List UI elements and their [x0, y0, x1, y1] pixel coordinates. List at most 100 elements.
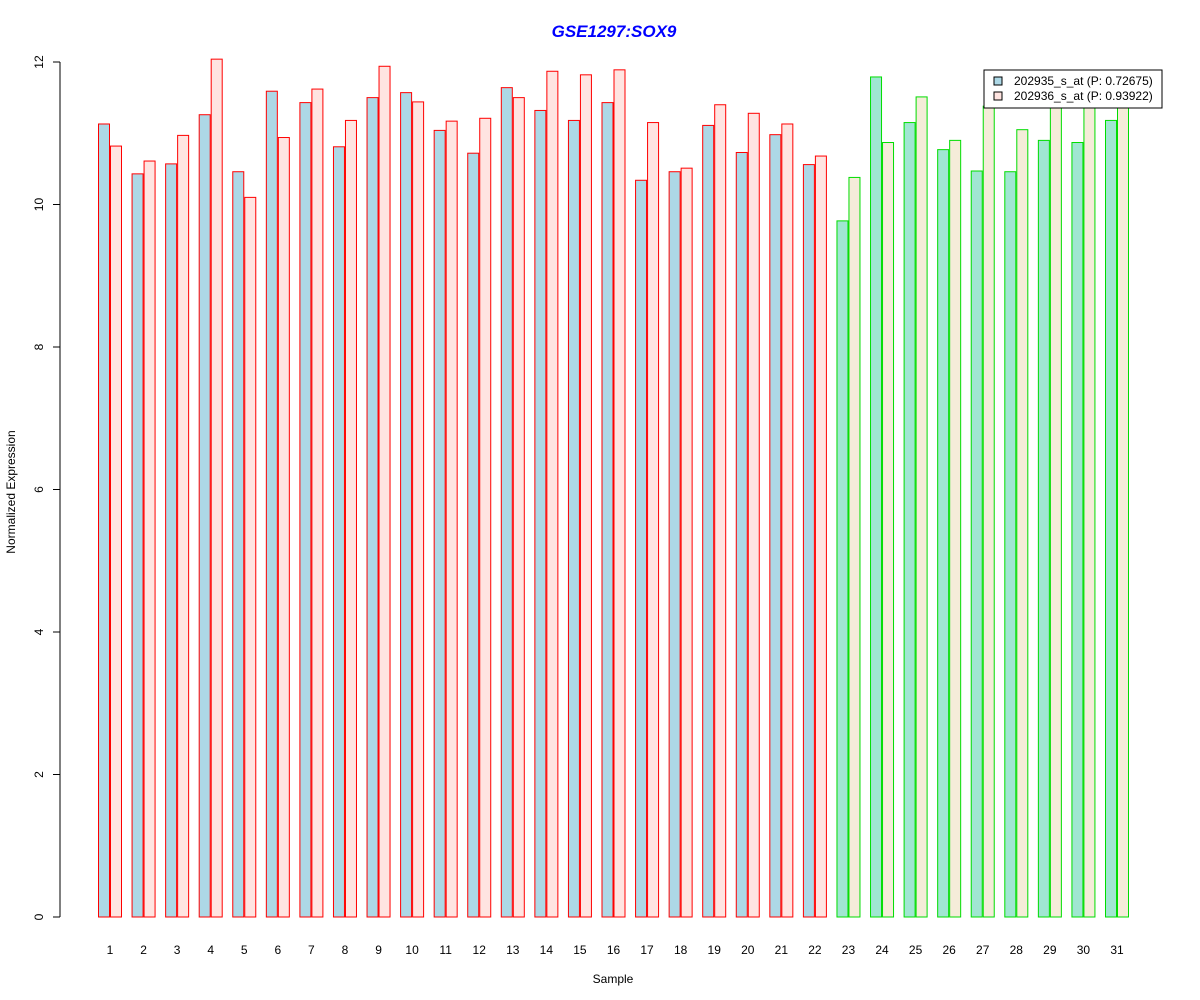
bar-series-2	[177, 134, 190, 918]
bar-series-1	[970, 170, 983, 918]
bar-series-2	[311, 88, 324, 918]
bar-series-2	[512, 97, 525, 918]
x-tick-label: 28	[1010, 943, 1024, 957]
bar-series-2	[1083, 105, 1096, 918]
x-tick-label: 22	[808, 943, 822, 957]
x-tick-label: 31	[1110, 943, 1124, 957]
bar-series-2	[344, 119, 357, 918]
bar-series-2	[244, 196, 257, 918]
x-tick-label: 12	[473, 943, 487, 957]
legend-box	[983, 69, 1163, 109]
bar-series-2	[647, 122, 660, 918]
x-tick-label: 9	[375, 943, 382, 957]
x-tick-label: 13	[506, 943, 520, 957]
y-tick-label: 2	[32, 771, 46, 778]
bar-series-1	[198, 114, 211, 918]
bar-series-1	[98, 123, 110, 918]
bar-series-1	[534, 109, 547, 918]
bars-group	[98, 58, 1129, 918]
legend: 202935_s_at (P: 0.72675)202936_s_at (P: …	[983, 69, 1163, 109]
bar-series-2	[882, 142, 895, 918]
bar-series-1	[1105, 119, 1117, 918]
x-tick-label: 8	[342, 943, 349, 957]
x-tick-label: 18	[674, 943, 688, 957]
x-tick-label: 6	[274, 943, 281, 957]
bar-series-1	[1037, 139, 1050, 918]
legend-swatch	[993, 76, 1003, 86]
bar-series-1	[467, 152, 480, 918]
y-tick-label: 8	[32, 343, 46, 350]
bar-series-2	[781, 123, 794, 918]
bar-series-2	[210, 58, 223, 918]
bar-series-1	[769, 134, 782, 918]
x-axis-label: Sample	[593, 972, 634, 986]
bar-series-1	[265, 90, 278, 918]
bar-series-2	[445, 120, 458, 918]
bar-series-2	[915, 96, 928, 918]
x-tick-label: 5	[241, 943, 248, 957]
x-tick-label: 1	[107, 943, 114, 957]
bar-series-1	[433, 129, 446, 918]
bar-series-2	[949, 139, 962, 918]
y-tick-label: 10	[32, 198, 46, 212]
x-tick-label: 2	[140, 943, 147, 957]
bar-series-1	[332, 146, 345, 918]
bar-series-1	[232, 171, 245, 918]
bar-series-2	[378, 65, 391, 918]
x-tick-label: 11	[439, 943, 452, 957]
bar-series-1	[500, 87, 513, 918]
y-tick-label: 0	[32, 913, 46, 920]
bar-series-1	[802, 164, 815, 918]
chart-title: GSE1297:SOX9	[552, 22, 677, 41]
x-tick-label: 10	[405, 943, 419, 957]
bar-series-2	[143, 160, 156, 918]
bar-series-2	[579, 74, 592, 918]
bar-series-2	[412, 101, 425, 918]
bar-series-2	[714, 104, 727, 918]
bar-series-1	[299, 102, 312, 918]
bar-series-2	[982, 105, 995, 918]
x-tick-label: 19	[708, 943, 722, 957]
bar-series-2	[277, 137, 290, 918]
bar-series-1	[400, 92, 413, 918]
x-tick-label: 7	[308, 943, 315, 957]
bar-series-2	[680, 167, 693, 918]
bar-series-1	[836, 220, 849, 918]
bar-series-2	[1049, 105, 1062, 918]
bar-series-2	[848, 176, 861, 918]
x-tick-label: 20	[741, 943, 755, 957]
legend-swatch	[993, 91, 1003, 101]
x-tick-label: 26	[942, 943, 956, 957]
x-tick-label: 3	[174, 943, 181, 957]
x-tick-label: 21	[775, 943, 789, 957]
bar-series-1	[366, 97, 379, 918]
x-tick-label: 25	[909, 943, 923, 957]
x-tick-labels: 1 2 3 4 5 6 7 8 9 10 11 12 13 14 15 16 17 18 19 20 21 22 23 24 2…	[107, 943, 1124, 957]
bar-series-2	[1016, 129, 1029, 918]
bar-series-2	[479, 117, 492, 918]
y-tick-label: 4	[32, 628, 46, 635]
bar-series-1	[601, 102, 614, 918]
bar-series-2	[613, 69, 626, 918]
x-tick-label: 29	[1043, 943, 1057, 957]
bar-series-1	[870, 76, 883, 918]
bar-series-1	[165, 163, 178, 918]
bar-series-2	[814, 155, 827, 918]
bar-series-1	[937, 149, 950, 918]
bar-series-1	[1004, 171, 1017, 918]
bar-series-1	[735, 151, 748, 918]
y-axis: 0 2 4 6 8 10 12	[32, 55, 61, 920]
x-tick-label: 23	[842, 943, 856, 957]
x-tick-label: 24	[875, 943, 889, 957]
y-axis-label: Normalized Expression	[4, 430, 18, 553]
y-tick-label: 6	[32, 486, 46, 493]
x-tick-label: 27	[976, 943, 990, 957]
x-tick-label: 14	[540, 943, 554, 957]
legend-label: 202935_s_at (P: 0.72675)	[1014, 74, 1153, 88]
x-tick-label: 4	[207, 943, 214, 957]
bar-series-1	[1071, 142, 1084, 918]
bar-series-2	[546, 70, 559, 918]
bar-series-2	[747, 112, 760, 918]
bar-series-1	[567, 119, 580, 918]
